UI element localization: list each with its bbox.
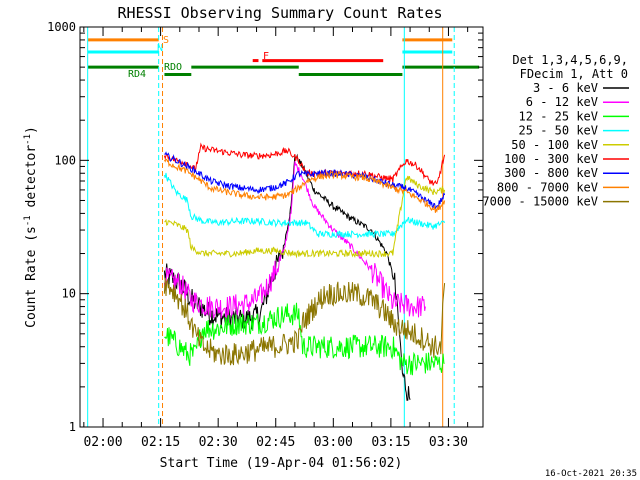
plot-frame [79,26,484,428]
legend-entry-label: 12 - 25 keV [519,109,598,123]
flag-label-rdo: RDO [164,62,182,73]
y-tick-label: 1000 [47,20,76,34]
x-axis: 02:00 02:15 02:30 02:45 03:00 03:15 03:30 [83,27,469,450]
series-line-50-100-kev [164,175,446,259]
x-tick-label: 03:00 [314,435,353,450]
series-line-300-800-kev [164,151,446,210]
y-axis-label: Count Rate (s-1 detector-1) [23,126,39,328]
y-tick-label: 10 [62,287,76,301]
legend-entry-label: 6 - 12 keV [526,95,598,109]
x-tick-label: 02:45 [256,435,295,450]
x-tick-label: 03:15 [371,435,410,450]
y-tick-label: 1 [69,420,76,434]
series-line-800-7000-kev [163,158,446,213]
legend: Det 1,3,4,5,6,9, FDecim 1, Att 0 3 - 6 k… [482,53,629,209]
x-tick-label: 02:15 [141,435,180,450]
y-label-exp-1: -1 [23,215,33,226]
y-label-close: ) [24,126,39,134]
y-tick-label: 100 [54,153,76,167]
series-lines [163,142,446,401]
x-axis-label: Start Time (19-Apr-04 01:56:02) [160,456,403,471]
legend-entry-label: 25 - 50 keV [519,124,598,138]
chart-title: RHESSI Observing Summary Count Rates [117,4,442,22]
legend-header-line-1: Det 1,3,4,5,6,9, [512,53,628,67]
x-tick-label: 02:30 [199,435,238,450]
x-tick-label: 02:00 [83,435,122,450]
y-axis: 1 10 100 1000 [47,20,483,434]
legend-entry-label: 100 - 300 keV [504,152,598,166]
legend-entry-label: 50 - 100 keV [511,138,598,152]
legend-entry-label: 7000 - 15000 keV [482,195,598,209]
series-line-12-25-kev [164,302,445,376]
legend-entry-label: 300 - 800 keV [504,166,598,180]
series-line-100-300-kev [163,142,446,186]
series-line-6-12-kev [163,161,426,319]
series-line-7000-15000-kev [163,277,446,366]
series-line-25-50-kev [163,172,446,239]
legend-header-line-2: FDecim 1, Att 0 [520,67,628,81]
flag-label-f: F [263,51,269,62]
x-tick-label: 03:30 [429,435,468,450]
legend-entry-label: 800 - 7000 keV [497,180,598,194]
y-label-exp-2: -1 [23,134,33,145]
y-label-main: Count Rate (s [24,226,39,328]
footer-timestamp: 16-Oct-2021 20:35 [545,469,637,479]
flag-label-rd4: RD4 [128,69,146,80]
flag-label-s: S [163,35,169,46]
flag-label-n: N [157,43,163,54]
legend-entry-label: 3 - 6 keV [533,81,598,95]
y-label-detector: detector [24,145,39,216]
